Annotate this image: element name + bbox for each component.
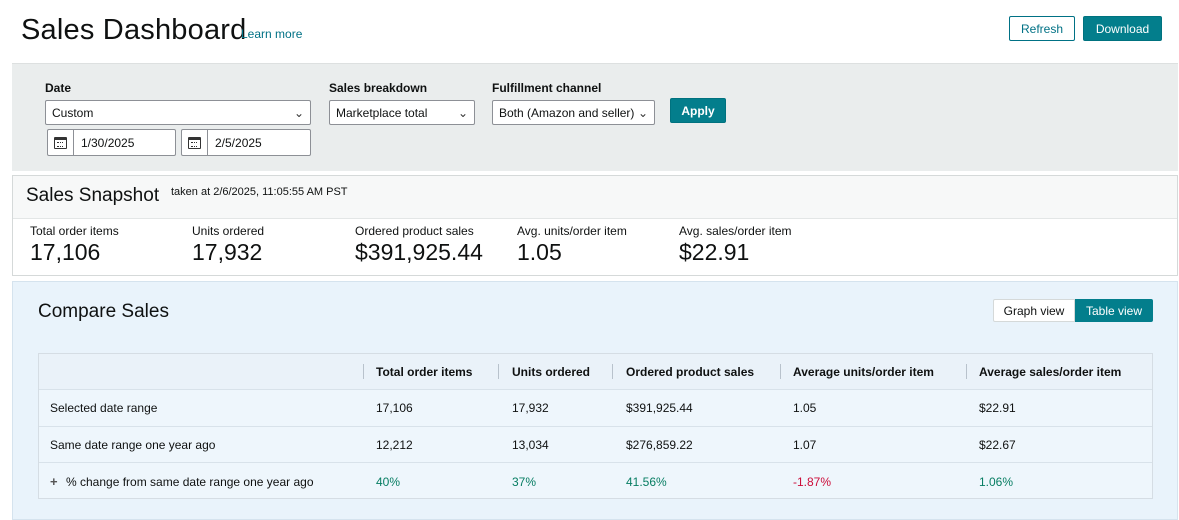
download-button[interactable]: Download (1083, 16, 1162, 41)
fulfillment-channel-select[interactable]: Both (Amazon and seller) ⌄ (492, 100, 655, 125)
filter-panel: Date Custom ⌄ 1/30/2025 2/5/2025 Sales b… (12, 63, 1178, 171)
column-header: Ordered product sales (626, 364, 755, 379)
chevron-down-icon: ⌄ (457, 105, 468, 120)
metric-value: 1.05 (517, 239, 562, 265)
table-cell: $391,925.44 (626, 401, 693, 415)
table-header-row: Total order items Units ordered Ordered … (39, 354, 1152, 390)
table-row: Same date range one year ago 12,212 13,0… (39, 427, 1152, 463)
compare-sales-title: Compare Sales (38, 301, 169, 322)
date-range-select[interactable]: Custom ⌄ (45, 100, 311, 125)
table-cell: 17,106 (376, 401, 413, 415)
apply-button[interactable]: Apply (670, 98, 726, 123)
sales-breakdown-value: Marketplace total (336, 105, 428, 120)
table-row: Selected date range 17,106 17,932 $391,9… (39, 390, 1152, 427)
metric-avg-sales-per-order-item: Avg. sales/order item $22.91 (679, 224, 792, 266)
sales-breakdown-select[interactable]: Marketplace total ⌄ (329, 100, 475, 125)
column-header: Total order items (376, 364, 473, 379)
table-cell: 1.07 (793, 437, 817, 452)
snapshot-timestamp: taken at 2/6/2025, 11:05:55 AM PST (171, 186, 348, 198)
row-label: Same date range one year ago (50, 437, 216, 452)
metric-label: Total order items (30, 224, 119, 238)
compare-sales-table: Total order items Units ordered Ordered … (38, 353, 1153, 499)
table-view-toggle[interactable]: Table view (1075, 299, 1153, 322)
metric-label: Avg. sales/order item (679, 224, 792, 238)
table-row: + % change from same date range one year… (39, 463, 1152, 500)
metric-units-ordered: Units ordered 17,932 (192, 224, 264, 266)
fulfillment-channel-label: Fulfillment channel (492, 81, 602, 95)
compare-sales-panel: Compare Sales Graph view Table view Tota… (12, 281, 1178, 520)
chevron-down-icon: ⌄ (637, 105, 648, 120)
page-header: Sales Dashboard Learn more Refresh Downl… (0, 0, 1179, 62)
metric-label: Units ordered (192, 224, 265, 238)
metric-value: 17,106 (30, 239, 101, 265)
snapshot-header: Sales Snapshot taken at 2/6/2025, 11:05:… (13, 176, 1177, 219)
table-cell: $276,859.22 (626, 437, 693, 452)
calendar-icon[interactable] (48, 130, 74, 155)
expand-plus-icon[interactable]: + (50, 474, 58, 489)
metric-label: Ordered product sales (355, 224, 474, 238)
column-header: Average sales/order item (979, 364, 1122, 379)
snapshot-title: Sales Snapshot (26, 185, 160, 206)
table-cell: 17,932 (512, 401, 549, 415)
date-range-value: Custom (52, 105, 94, 120)
metric-value: 17,932 (192, 239, 263, 265)
row-label: % change from same date range one year a… (66, 474, 314, 489)
table-cell: $22.67 (979, 437, 1016, 452)
metric-total-order-items: Total order items 17,106 (30, 224, 119, 266)
table-cell-positive: 40% (376, 474, 401, 489)
metric-label: Avg. units/order item (517, 224, 627, 238)
end-date-input[interactable]: 2/5/2025 (181, 129, 311, 156)
sales-breakdown-label: Sales breakdown (329, 81, 428, 95)
metric-value: $391,925.44 (355, 239, 483, 265)
metric-value: $22.91 (679, 239, 750, 265)
table-cell-positive: 41.56% (626, 474, 667, 489)
row-label: Selected date range (50, 401, 158, 415)
row-label-expandable[interactable]: + % change from same date range one year… (50, 463, 314, 500)
table-cell: $22.91 (979, 401, 1016, 415)
chevron-down-icon: ⌄ (293, 105, 304, 120)
learn-more-link[interactable]: Learn more (241, 27, 303, 41)
start-date-value: 1/30/2025 (81, 135, 135, 150)
metric-ordered-product-sales: Ordered product sales $391,925.44 (355, 224, 483, 266)
table-cell: 12,212 (376, 437, 413, 452)
column-header: Units ordered (512, 364, 591, 379)
column-header: Average units/order item (793, 364, 934, 379)
graph-view-toggle[interactable]: Graph view (993, 299, 1075, 322)
metric-avg-units-per-order-item: Avg. units/order item 1.05 (517, 224, 627, 266)
calendar-icon[interactable] (182, 130, 208, 155)
sales-snapshot-panel: Sales Snapshot taken at 2/6/2025, 11:05:… (12, 175, 1178, 276)
date-label: Date (45, 81, 72, 95)
end-date-value: 2/5/2025 (215, 135, 262, 150)
table-cell-negative: -1.87% (793, 474, 832, 489)
table-cell: 1.05 (793, 401, 817, 415)
start-date-input[interactable]: 1/30/2025 (47, 129, 176, 156)
refresh-button[interactable]: Refresh (1009, 16, 1075, 41)
table-cell-positive: 1.06% (979, 474, 1014, 489)
table-cell-positive: 37% (512, 474, 537, 489)
page-title: Sales Dashboard (21, 14, 247, 46)
fulfillment-channel-value: Both (Amazon and seller) (499, 105, 635, 120)
table-cell: 13,034 (512, 437, 549, 452)
